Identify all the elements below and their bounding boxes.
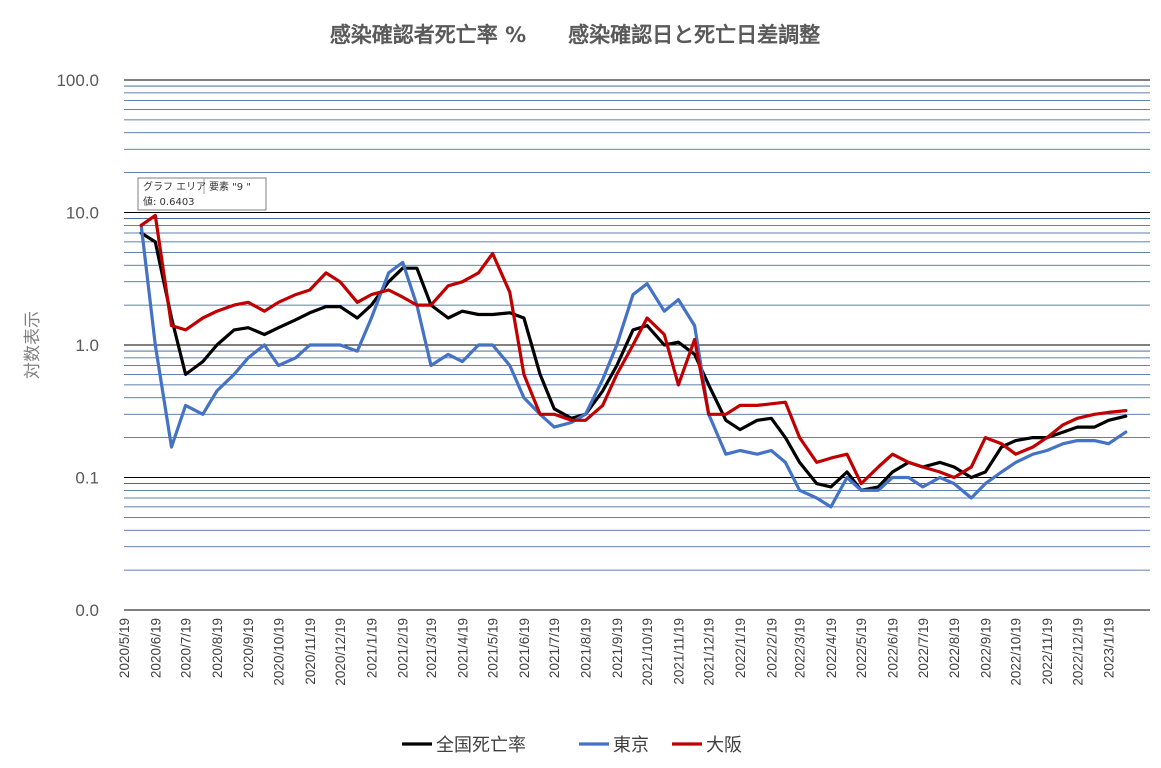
x-tick-label: 2020/9/19	[241, 618, 256, 678]
x-tick-label: 2020/8/19	[210, 618, 225, 678]
x-tick-label: 2022/9/19	[978, 618, 993, 678]
x-tick-label: 2020/7/19	[179, 618, 194, 678]
gridlines	[124, 79, 1150, 611]
legend: 全国死亡率 東京 大阪	[402, 735, 742, 756]
series-line	[139, 213, 1128, 486]
y-axis-title: 対数表示	[23, 311, 43, 379]
chart-title: 感染確認者死亡率 % 感染確認日と死亡日差調整	[330, 23, 820, 47]
tooltip: グラフ エリア 要素 "9 " 値: 0.6403	[137, 177, 267, 211]
x-axis-ticks: 2020/5/19 2020/6/19 2020/7/19 2020/8/19 2020…	[117, 618, 1117, 686]
x-tick-label: 2021/3/19	[424, 618, 439, 678]
tooltip-box	[137, 177, 267, 211]
y-axis-ticks: 100.0 10.0 1.0 0.1 0.0	[56, 71, 99, 620]
y-tick-label: 100.0	[56, 71, 99, 90]
legend-label: 大阪	[706, 735, 742, 756]
x-tick-label: 2021/6/19	[517, 618, 532, 678]
x-tick-label: 2022/10/19	[1009, 618, 1024, 686]
x-tick-label: 2022/2/19	[764, 618, 779, 678]
y-tick-label: 0.1	[75, 469, 99, 488]
x-tick-label: 2022/6/19	[885, 618, 900, 678]
x-tick-label: 2022/12/19	[1070, 618, 1085, 686]
tooltip-series-label: グラフ エリア	[143, 180, 206, 193]
x-tick-label: 2022/5/19	[854, 618, 869, 678]
legend-label: 東京	[613, 735, 649, 756]
x-tick-label: 2021/10/19	[640, 618, 655, 686]
x-tick-label: 2020/12/19	[333, 618, 348, 686]
y-tick-label: 0.0	[75, 601, 99, 620]
series-line	[139, 231, 1128, 492]
x-tick-label: 2020/11/19	[303, 618, 318, 685]
series-line	[139, 223, 1128, 509]
x-tick-label: 2021/11/19	[671, 618, 686, 685]
x-tick-label: 2021/8/19	[578, 618, 593, 678]
x-tick-label: 2021/12/19	[702, 618, 717, 686]
x-tick-label: 2022/8/19	[947, 618, 962, 678]
x-tick-label: 2022/3/19	[793, 618, 808, 678]
legend-label: 全国死亡率	[436, 735, 526, 756]
tooltip-point-label: 要素 "9 "	[209, 180, 251, 193]
x-tick-label: 2022/11/19	[1040, 618, 1055, 685]
x-tick-label: 2021/9/19	[610, 618, 625, 678]
y-tick-label: 10.0	[66, 204, 99, 223]
x-tick-label: 2020/5/19	[117, 618, 132, 678]
x-tick-label: 2020/6/19	[148, 618, 163, 678]
x-tick-label: 2021/7/19	[547, 618, 562, 678]
x-tick-label: 2022/4/19	[824, 618, 839, 678]
y-tick-label: 1.0	[75, 336, 99, 355]
x-tick-label: 2021/2/19	[396, 618, 411, 678]
x-tick-label: 2020/10/19	[272, 618, 287, 686]
x-tick-label: 2022/1/19	[733, 618, 748, 678]
x-tick-label: 2021/5/19	[486, 618, 501, 678]
series-layer	[139, 213, 1128, 509]
tooltip-value: 値: 0.6403	[143, 195, 195, 208]
x-tick-label: 2021/4/19	[455, 618, 470, 678]
x-tick-label: 2022/7/19	[916, 618, 931, 678]
x-tick-label: 2021/1/19	[364, 618, 379, 678]
x-tick-label: 2023/1/19	[1102, 618, 1117, 678]
